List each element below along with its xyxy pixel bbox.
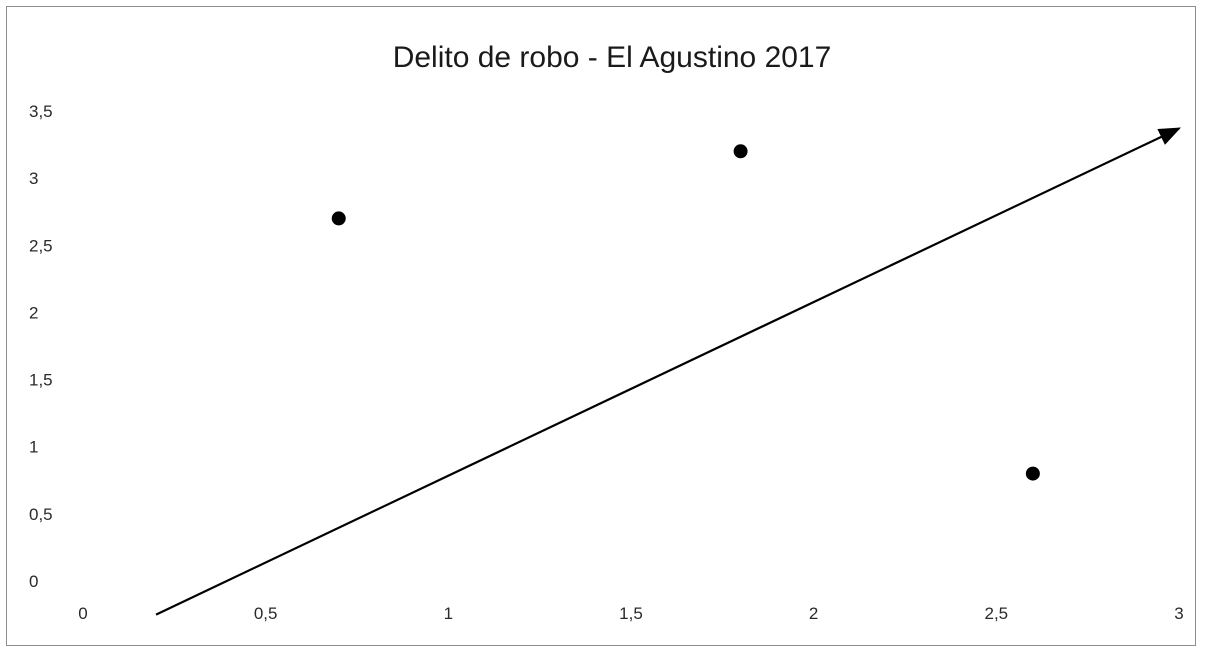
x-tick-label: 2 [809, 604, 818, 623]
data-point [733, 144, 748, 159]
y-tick-label: 0,5 [29, 505, 53, 524]
chart-svg: Delito de robo - El Agustino 2017 0 0,5 1 1… [29, 41, 1184, 623]
trend-arrow-layer [155, 127, 1181, 616]
trend-arrow [155, 127, 1181, 616]
y-tick-label: 3,5 [29, 102, 53, 121]
data-point [331, 211, 346, 226]
x-tick-label: 3 [1174, 604, 1183, 623]
x-tick-label: 1 [444, 604, 453, 623]
y-tick-label: 2,5 [29, 236, 53, 255]
y-tick-label: 1 [29, 438, 38, 457]
y-tick-label: 3 [29, 169, 38, 188]
chart-frame: Delito de robo - El Agustino 2017 0 0,5 1 1… [6, 6, 1196, 646]
x-tick-label: 0 [78, 604, 87, 623]
chart-title: Delito de robo - El Agustino 2017 [393, 41, 832, 74]
y-axis-ticks: 0 0,5 1 1,5 2 2,5 3 3,5 [29, 102, 53, 591]
x-axis-ticks: 0 0,5 1 1,5 2 2,5 3 [78, 604, 1183, 623]
data-point [1025, 466, 1040, 481]
x-tick-label: 2,5 [985, 604, 1009, 623]
y-tick-label: 2 [29, 303, 38, 322]
y-tick-label: 0 [29, 572, 38, 591]
x-tick-label: 1,5 [619, 604, 643, 623]
x-tick-label: 0,5 [254, 604, 278, 623]
y-tick-label: 1,5 [29, 371, 53, 390]
data-points-layer [331, 144, 1040, 481]
